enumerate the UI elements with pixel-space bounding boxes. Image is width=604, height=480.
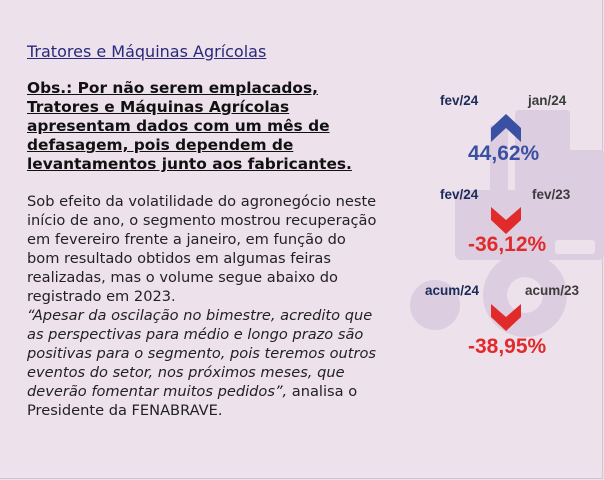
president-quote: “Apesar da oscilação no bimestre, acredi… xyxy=(27,307,377,400)
chevron-down-icon xyxy=(491,304,521,331)
comparison-3-percent: -38,95% xyxy=(468,335,547,358)
observation-note: Obs.: Por não serem emplacados, Tratores… xyxy=(27,79,352,173)
section-title: Tratores e Máquinas Agrícolas xyxy=(27,42,267,61)
comparison-1-current-label: fev/24 xyxy=(440,93,479,108)
comparison-2-percent: -36,12% xyxy=(468,233,547,256)
comparison-1-previous-label: jan/24 xyxy=(528,93,567,108)
chevron-down-icon xyxy=(491,207,521,234)
body-paragraph: Sob efeito da volatilidade do agronegóci… xyxy=(27,192,377,420)
comparison-2-previous-label: fev/23 xyxy=(532,187,571,202)
comparison-3-previous-label: acum/23 xyxy=(525,283,580,298)
chevron-up-icon xyxy=(491,114,521,142)
comparison-2-current-label: fev/24 xyxy=(440,187,479,202)
comparison-3-current-label: acum/24 xyxy=(425,283,480,298)
quote-attribution: analisa o Presidente da FENABRAVE. xyxy=(27,383,358,419)
body-text: Sob efeito da volatilidade do agronegóci… xyxy=(27,193,377,305)
comparison-1-percent: 44,62% xyxy=(468,142,540,165)
